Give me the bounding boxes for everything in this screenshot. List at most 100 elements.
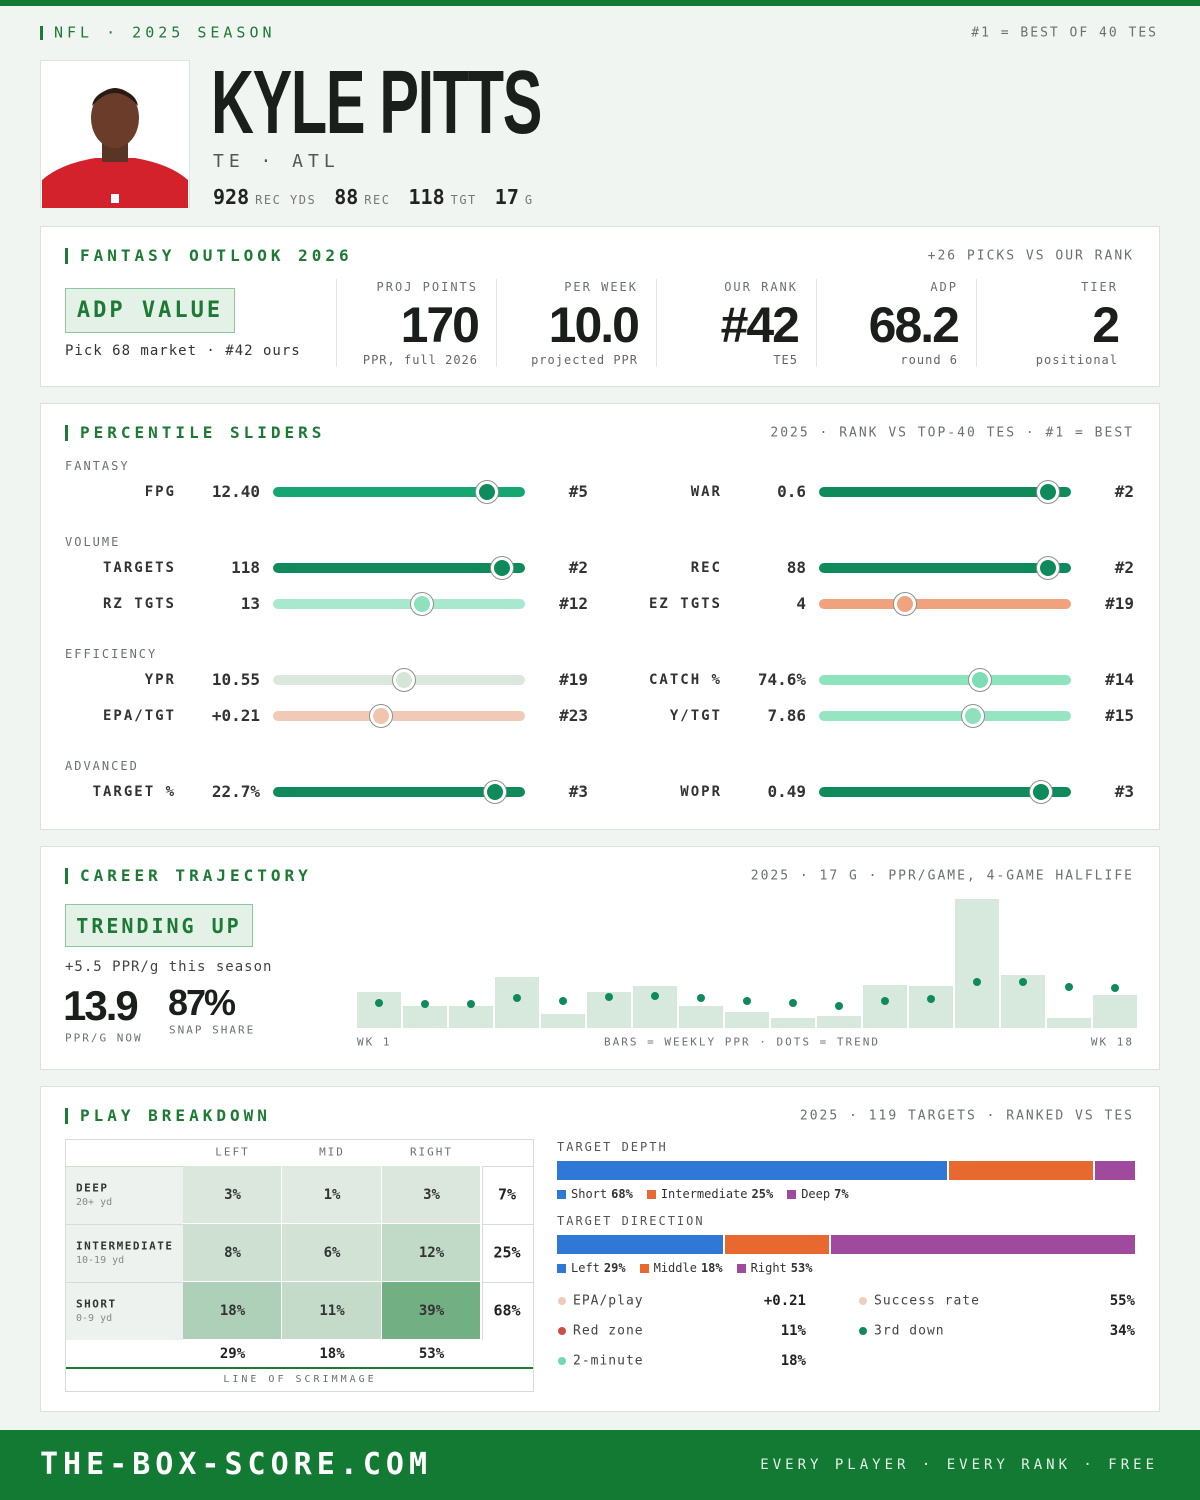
table-frame (65, 1139, 534, 1392)
legend-value: 29% (603, 1261, 626, 1275)
slider-value: +0.21 (211, 706, 260, 725)
title-accent (65, 425, 68, 441)
stat-sub: TE5 (773, 353, 798, 367)
stat-value: 170 (400, 297, 480, 353)
column-header: RIGHT (409, 1145, 454, 1159)
section-note: 2025 · 119 TARGETS · RANKED VS TES (799, 1108, 1134, 1124)
section-note: 2025 · 17 G · PPR/GAME, 4-GAME HALFLIFE (750, 868, 1134, 884)
metric-name: 2-minute (573, 1353, 644, 1369)
row-total: 7% (497, 1185, 517, 1204)
group-label: VOLUME (65, 535, 121, 549)
legend-name: Intermediate (660, 1187, 748, 1201)
stat-value: 17 (494, 185, 519, 209)
axis-label: WK 1 (357, 1035, 392, 1049)
metric-value: 11% (780, 1323, 806, 1339)
tagline: EVERY PLAYER · EVERY RANK · FREE (760, 1457, 1158, 1473)
slider-knob (483, 781, 506, 803)
slider-rank: #12 (559, 594, 588, 613)
stat: 17 G (495, 185, 534, 209)
stat: 118 TGT (408, 185, 476, 209)
trend-dot (927, 995, 935, 1004)
bar (357, 992, 401, 1028)
cell-value: 8% (224, 1245, 241, 1261)
title-accent (65, 248, 68, 264)
legend-item: Right 53% (736, 1261, 812, 1275)
slider-value: 22.7% (211, 782, 260, 801)
stacked-bar (557, 1235, 1135, 1254)
legend-name: Right (750, 1261, 787, 1275)
slider-rank: #2 (1114, 482, 1134, 501)
metric-value: 55% (1109, 1293, 1135, 1309)
stat-label: REC YDS (255, 193, 317, 207)
metric-value: 34% (1109, 1323, 1135, 1339)
stat: 928 REC YDS (213, 185, 316, 209)
slider-track (273, 787, 525, 797)
heat-cell (183, 1166, 281, 1223)
accent (40, 26, 43, 40)
row-name: DEEP (76, 1181, 109, 1195)
metric-value: 18% (780, 1353, 806, 1369)
column-divider (496, 279, 497, 367)
legend-name: Left (571, 1261, 600, 1275)
slider-name: YPR (144, 672, 176, 688)
row-label-cell (66, 1224, 183, 1282)
trend-dot (375, 999, 383, 1008)
trend-dot (789, 999, 797, 1008)
section-note: +26 PICKS VS OUR RANK (927, 248, 1134, 264)
legend-value: 25% (751, 1187, 774, 1201)
slider-rank: #19 (1105, 594, 1134, 613)
legend-value: 18% (700, 1261, 723, 1275)
slider-knob (476, 481, 499, 503)
cell-value: 3% (423, 1187, 440, 1203)
column-divider (656, 279, 657, 367)
slider-rank: #3 (568, 782, 588, 801)
section-title: PERCENTILE SLIDERS (80, 423, 326, 442)
slider-value: 12.40 (211, 482, 260, 501)
trend-dot (421, 1000, 429, 1009)
metric-dot (859, 1327, 867, 1335)
slider-value: 4 (796, 594, 806, 613)
big-stat-label: PPR/G NOW (65, 1031, 143, 1045)
column-divider (976, 279, 977, 367)
slider-rank: #3 (1114, 782, 1134, 801)
metric-dot (558, 1357, 566, 1365)
column-header: MID (319, 1145, 345, 1159)
legend-swatch (639, 1263, 649, 1273)
trend-dot (559, 996, 567, 1005)
heat-cell (382, 1224, 480, 1281)
legend: Short 68% Intermediate 25% Deep 7% (557, 1187, 849, 1201)
stat-label: ADP (930, 280, 958, 294)
player-position: TE · ATL (213, 151, 340, 172)
slider-name: FPG (144, 484, 176, 500)
metric-name: Red zone (573, 1323, 644, 1339)
big-stat: 87% (168, 982, 236, 1023)
cell-value: 18% (219, 1303, 246, 1319)
column-header: LEFT (215, 1145, 250, 1159)
sliders-panel (40, 403, 1160, 830)
stat-value: 2 (1092, 297, 1120, 353)
legend-name: Short (571, 1187, 608, 1201)
bar (863, 984, 907, 1028)
total-cell (482, 1166, 533, 1224)
site-name: THE-BOX-SCORE.COM (40, 1447, 433, 1482)
row-label-cell (66, 1282, 183, 1340)
slider-track (273, 487, 525, 497)
slider-knob (491, 557, 514, 579)
trend-dot (881, 996, 889, 1005)
trend-dot (1065, 983, 1073, 992)
trend-dot (973, 978, 981, 987)
legend-swatch (736, 1263, 746, 1273)
stat-label: PER WEEK (564, 280, 638, 294)
badge (65, 904, 253, 947)
slider-track (819, 787, 1071, 797)
section-note: 2025 · RANK VS TOP-40 TES · #1 = BEST (770, 425, 1134, 441)
slider-rank: #5 (568, 482, 588, 501)
section-title: PLAY BREAKDOWN (80, 1106, 271, 1125)
big-stat-label: SNAP SHARE (169, 1023, 256, 1037)
row-name: SHORT (76, 1297, 117, 1311)
slider-knob (393, 669, 416, 691)
trend-dot (1111, 984, 1119, 993)
slider-track (819, 599, 1071, 609)
bar (541, 1014, 585, 1028)
total-cell (482, 1224, 533, 1282)
